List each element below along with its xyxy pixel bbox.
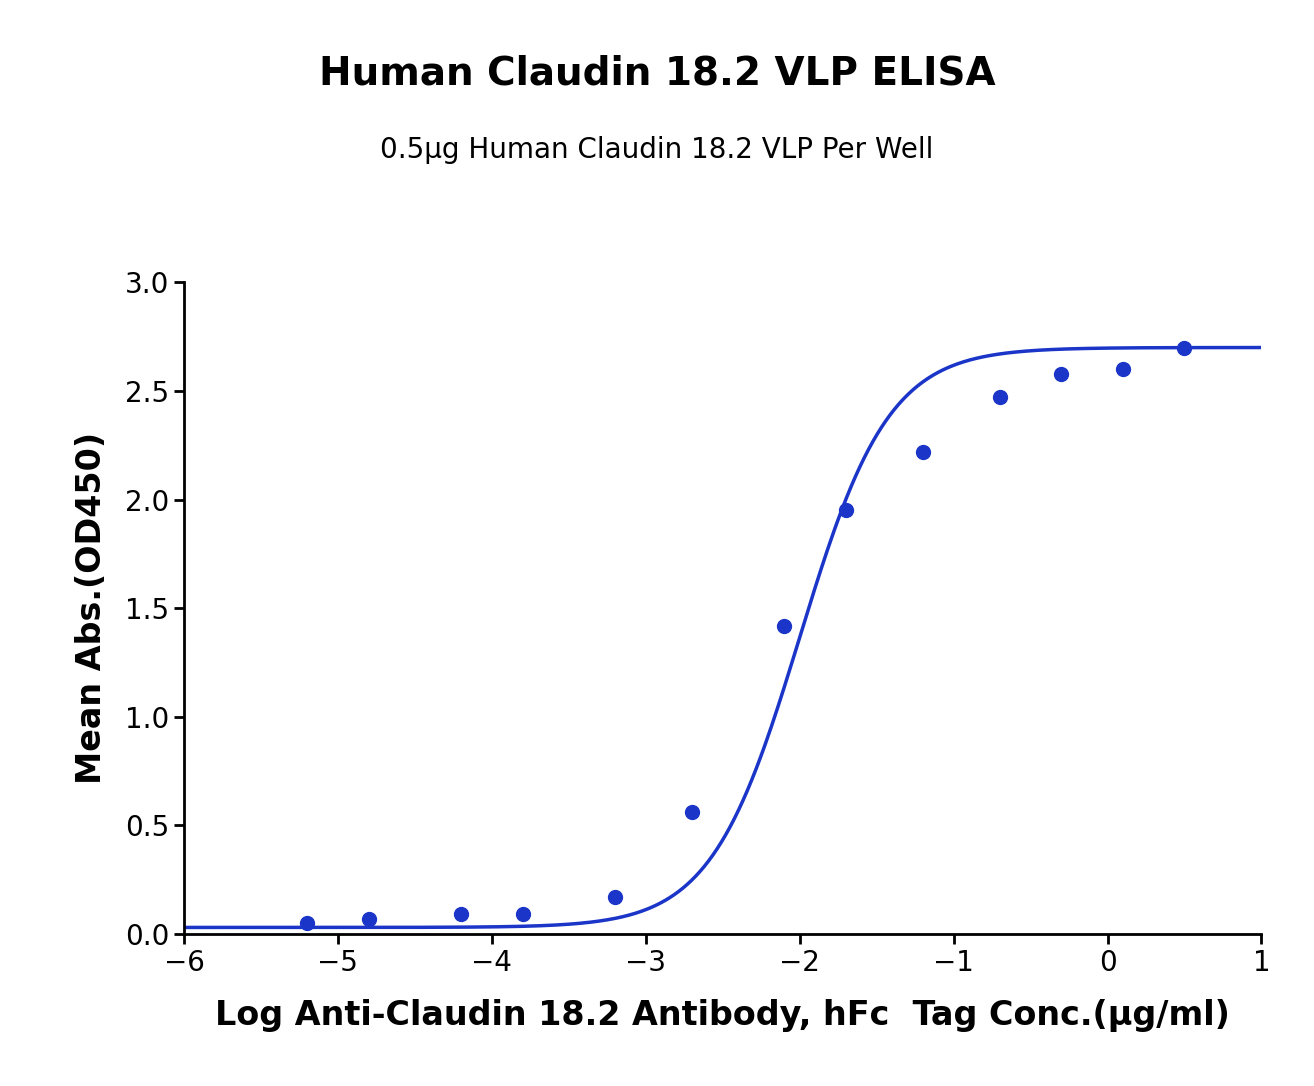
Text: 0.5μg Human Claudin 18.2 VLP Per Well: 0.5μg Human Claudin 18.2 VLP Per Well — [380, 136, 934, 164]
Point — [989, 389, 1010, 406]
Text: Human Claudin 18.2 VLP ELISA: Human Claudin 18.2 VLP ELISA — [319, 54, 995, 92]
Point — [512, 906, 533, 923]
Point — [774, 617, 795, 634]
Point — [836, 502, 857, 519]
Y-axis label: Mean Abs.(OD450): Mean Abs.(OD450) — [75, 432, 108, 784]
Point — [1173, 339, 1194, 356]
Point — [682, 804, 703, 821]
Point — [1051, 365, 1072, 382]
X-axis label: Log Anti-Claudin 18.2 Antibody, hFc  Tag Conc.(μg/ml): Log Anti-Claudin 18.2 Antibody, hFc Tag … — [215, 999, 1230, 1032]
Point — [604, 888, 625, 906]
Point — [359, 910, 380, 927]
Point — [297, 914, 318, 932]
Point — [1113, 361, 1134, 378]
Point — [912, 443, 933, 460]
Point — [451, 906, 472, 923]
